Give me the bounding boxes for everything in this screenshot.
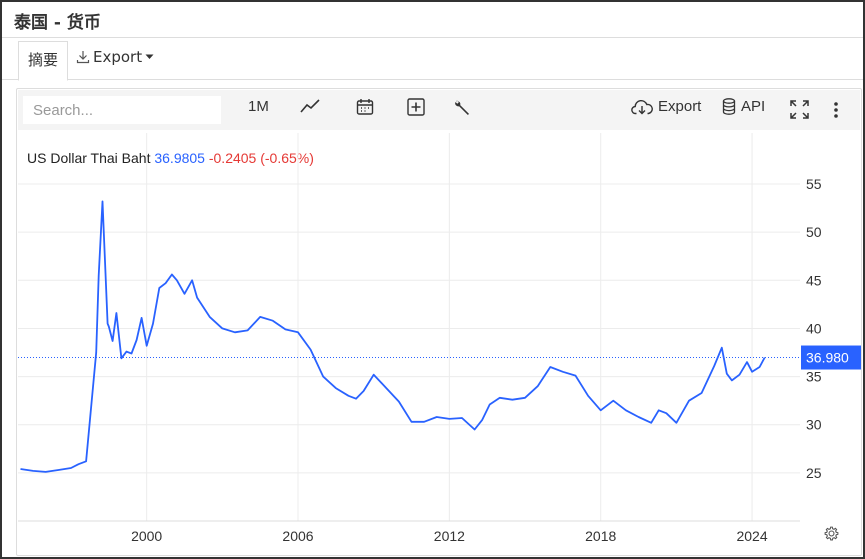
more-vertical-icon <box>834 102 838 118</box>
y-tick-label: 25 <box>806 465 822 481</box>
last-value-tag <box>801 345 861 370</box>
api-label: API <box>741 98 766 115</box>
fullscreen-icon <box>790 100 809 119</box>
x-tick-label: 2012 <box>434 528 465 544</box>
legend-series-name: US Dollar Thai Baht <box>27 150 151 166</box>
line-chart: 25 30 35 40 45 50 55 2000 2006 2012 2018 2024 36.980 <box>18 133 861 544</box>
export-button[interactable]: Export <box>631 98 701 115</box>
chart-toolbar: 1M <box>18 90 860 130</box>
tab-summary[interactable]: 摘要 <box>18 41 68 81</box>
download-icon <box>76 51 90 64</box>
y-tick-label: 40 <box>806 320 822 336</box>
plus-box-icon <box>407 98 425 116</box>
wrench-icon <box>455 100 469 115</box>
cloud-download-icon <box>631 99 653 114</box>
x-tick-label: 2006 <box>282 528 313 544</box>
date-range-button[interactable] <box>356 98 374 116</box>
settings-tools-button[interactable] <box>453 98 471 116</box>
tab-bar: 摘要 Export <box>2 38 863 81</box>
legend-change: -0.2405 (-0.65%) <box>208 150 314 166</box>
compare-button[interactable] <box>407 98 425 116</box>
page-title: 泰国 - 货币 <box>14 13 101 33</box>
caret-down-icon <box>145 54 154 59</box>
y-tick-label: 35 <box>806 369 822 385</box>
y-tick-label: 50 <box>806 224 822 240</box>
chart-type-button[interactable] <box>300 98 320 114</box>
export-button-label: Export <box>658 98 702 115</box>
y-tick-label: 55 <box>806 176 822 192</box>
chart-legend: US Dollar Thai Baht 36.9805 -0.2405 (-0.… <box>27 150 314 166</box>
more-menu-button[interactable] <box>833 101 839 119</box>
export-label: Export <box>93 48 143 66</box>
chart-panel: 1M <box>16 88 862 556</box>
fullscreen-button[interactable] <box>790 100 809 119</box>
interval-label: 1M <box>248 98 269 115</box>
interval-button[interactable]: 1M <box>248 98 269 115</box>
export-dropdown[interactable]: Export <box>76 48 154 66</box>
x-tick-label: 2018 <box>585 528 616 544</box>
x-tick-label: 2000 <box>131 528 162 544</box>
x-tick-label: 2024 <box>736 528 767 544</box>
legend-last-value: 36.9805 <box>154 150 205 166</box>
gear-icon <box>824 526 839 541</box>
y-tick-label: 30 <box>806 417 822 433</box>
last-value-label: 36.980 <box>806 350 849 366</box>
series-line <box>20 200 766 473</box>
api-button[interactable]: API <box>722 98 765 115</box>
database-icon <box>722 98 736 115</box>
y-tick-label: 45 <box>806 272 822 288</box>
calendar-icon <box>356 99 374 115</box>
line-chart-icon <box>300 99 320 113</box>
chart-settings-button[interactable] <box>823 525 840 546</box>
search-input[interactable] <box>23 96 221 124</box>
title-bar: 泰国 - 货币 <box>2 2 863 38</box>
